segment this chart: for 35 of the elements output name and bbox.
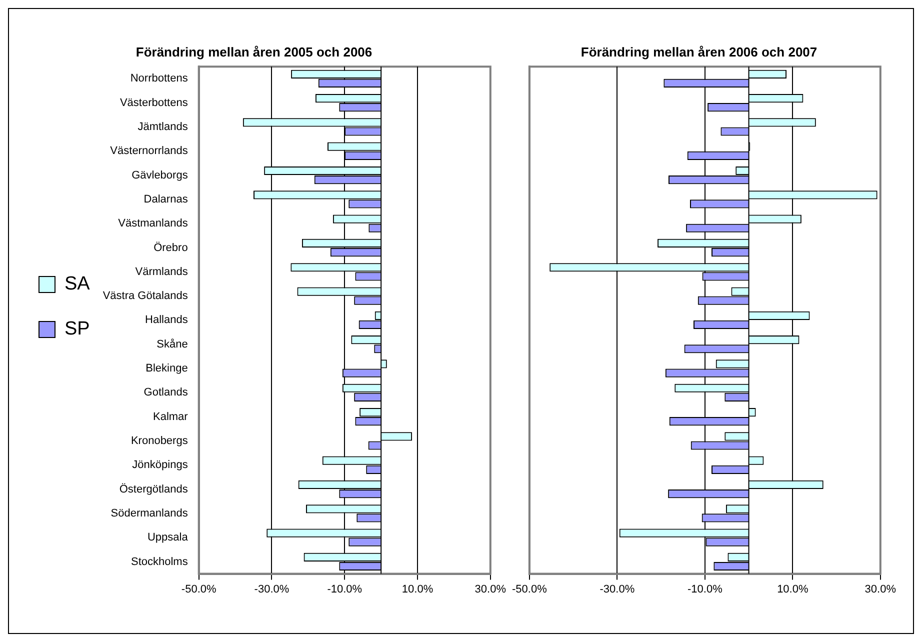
y-tick-label: Dalarnas (144, 193, 188, 206)
x-tick-label: -30.0% (600, 583, 635, 596)
x-tick-label: -30.0% (254, 583, 290, 596)
y-tick-label: Västerbottens (120, 96, 188, 109)
x-tick-label: 10.0% (402, 583, 434, 596)
legend-label: SP (64, 318, 90, 340)
legend-label: SA (64, 274, 90, 295)
y-tick-label: Kronobergs (130, 434, 188, 447)
y-tick-label: Uppsala (147, 532, 189, 544)
y-tick-label: Kalmar (152, 410, 188, 423)
chart-title: Förändring mellan åren 2005 och 2006 (136, 44, 372, 60)
x-tick-label: 10.0% (777, 583, 808, 596)
y-tick-label: Örebro (154, 240, 188, 254)
y-tick-label: Södermanlands (110, 507, 188, 520)
y-tick-label: Blekinge (146, 362, 188, 375)
y-tick-label: Västmanlands (118, 218, 188, 230)
y-tick-label: Gotlands (144, 386, 188, 399)
y-tick-label: Östergötlands (119, 482, 188, 496)
y-tick-label: Västernorrlands (110, 145, 188, 158)
y-tick-label: Västra Götalands (102, 290, 188, 302)
chart-title: Förändring mellan åren 2006 och 2007 (580, 44, 818, 60)
x-tick-label: 30.0% (474, 583, 506, 596)
y-tick-label: Jämtlands (138, 121, 188, 134)
x-tick-label: -10.0% (327, 583, 362, 596)
x-tick-label: -10.0% (687, 583, 723, 596)
y-tick-label: Stockholms (130, 556, 188, 568)
y-tick-label: Gävleborgs (132, 169, 188, 182)
y-tick-label: Jönköpings (132, 459, 188, 472)
y-tick-label: Norrbottens (130, 72, 188, 85)
y-tick-label: Skåne (156, 338, 188, 350)
y-tick-label: Hallands (145, 314, 188, 326)
x-tick-label: -50.0% (181, 583, 216, 596)
x-tick-label: 30.0% (864, 583, 896, 596)
x-tick-label: -50.0% (512, 583, 548, 596)
y-tick-label: Värmlands (135, 266, 188, 278)
